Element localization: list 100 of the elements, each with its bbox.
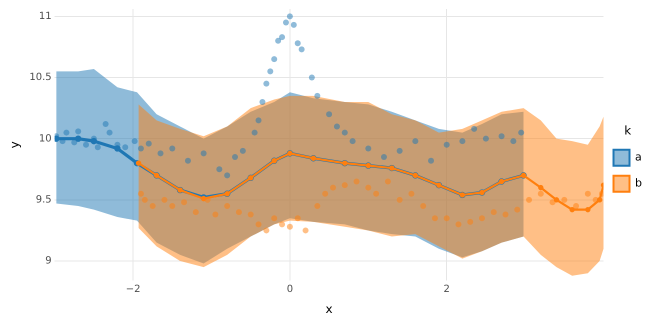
point <box>138 190 144 197</box>
point <box>302 227 309 234</box>
point <box>279 221 286 228</box>
point <box>271 56 278 62</box>
x-tick-label: 0 <box>286 284 294 296</box>
point <box>526 196 532 203</box>
point <box>252 130 258 136</box>
point <box>482 136 489 142</box>
point <box>396 196 403 203</box>
point <box>138 145 144 152</box>
point <box>322 190 328 197</box>
point <box>384 178 391 185</box>
x-tick-label: −2 <box>126 284 140 296</box>
point <box>298 46 305 52</box>
y-tick-label: 11 <box>38 10 52 22</box>
legend-label: b <box>635 176 642 190</box>
x-axis-title: x <box>326 302 333 316</box>
point <box>455 221 462 228</box>
point <box>200 150 207 156</box>
point <box>106 130 113 136</box>
point <box>256 117 262 124</box>
point <box>471 126 478 132</box>
point <box>232 154 238 160</box>
point <box>169 202 176 209</box>
point <box>396 148 403 154</box>
point <box>63 130 70 136</box>
point <box>279 34 286 40</box>
point <box>275 38 282 44</box>
point <box>248 212 254 218</box>
point <box>326 111 332 118</box>
point <box>122 144 128 150</box>
y-axis-title: y <box>7 141 22 148</box>
point <box>267 68 274 74</box>
point <box>114 145 121 152</box>
point <box>290 22 297 28</box>
point <box>142 196 148 203</box>
point <box>550 199 556 206</box>
y-tick-label: 9 <box>45 256 52 267</box>
point <box>444 215 450 222</box>
point <box>538 184 544 190</box>
y-tick-label: 9.5 <box>36 194 52 206</box>
point <box>75 128 82 134</box>
point <box>373 190 380 197</box>
point <box>282 19 289 26</box>
point <box>408 190 414 197</box>
point <box>256 221 262 228</box>
point <box>490 209 497 216</box>
point <box>498 133 505 140</box>
point <box>350 138 356 144</box>
point <box>161 196 168 203</box>
point <box>146 140 152 147</box>
point <box>365 145 372 152</box>
point <box>354 178 360 185</box>
point <box>478 215 485 222</box>
point <box>263 227 270 234</box>
point <box>365 184 372 191</box>
point <box>74 135 82 142</box>
point <box>510 138 516 144</box>
point <box>192 209 199 216</box>
point <box>212 212 218 218</box>
point <box>518 130 524 136</box>
point <box>584 190 591 197</box>
point <box>569 206 575 212</box>
legend-title: k <box>624 123 632 138</box>
point <box>83 142 90 148</box>
point <box>294 40 301 46</box>
point <box>286 224 293 230</box>
point <box>342 182 348 188</box>
point <box>342 130 348 136</box>
point <box>314 202 320 209</box>
y-tick-label: 10.5 <box>29 72 52 84</box>
point <box>224 172 230 178</box>
x-tick-label: 2 <box>444 284 450 296</box>
point <box>259 98 266 105</box>
point <box>444 142 450 148</box>
point <box>184 158 191 164</box>
point <box>428 158 434 164</box>
point <box>150 202 156 209</box>
point <box>169 145 176 152</box>
point <box>181 199 188 206</box>
y-tick-label: 10 <box>38 133 52 144</box>
point <box>286 13 293 20</box>
point <box>308 74 315 81</box>
point <box>502 212 509 218</box>
point <box>158 150 164 156</box>
point <box>90 138 98 144</box>
point <box>585 206 591 212</box>
legend-label: a <box>635 150 642 164</box>
point <box>596 197 602 203</box>
point <box>538 190 544 197</box>
point <box>432 215 438 222</box>
point <box>271 215 278 222</box>
point <box>132 138 138 144</box>
point <box>294 215 301 222</box>
point <box>573 202 580 209</box>
point <box>514 206 520 213</box>
point <box>459 138 466 144</box>
point <box>263 80 270 87</box>
point <box>420 202 426 209</box>
point <box>240 148 246 154</box>
